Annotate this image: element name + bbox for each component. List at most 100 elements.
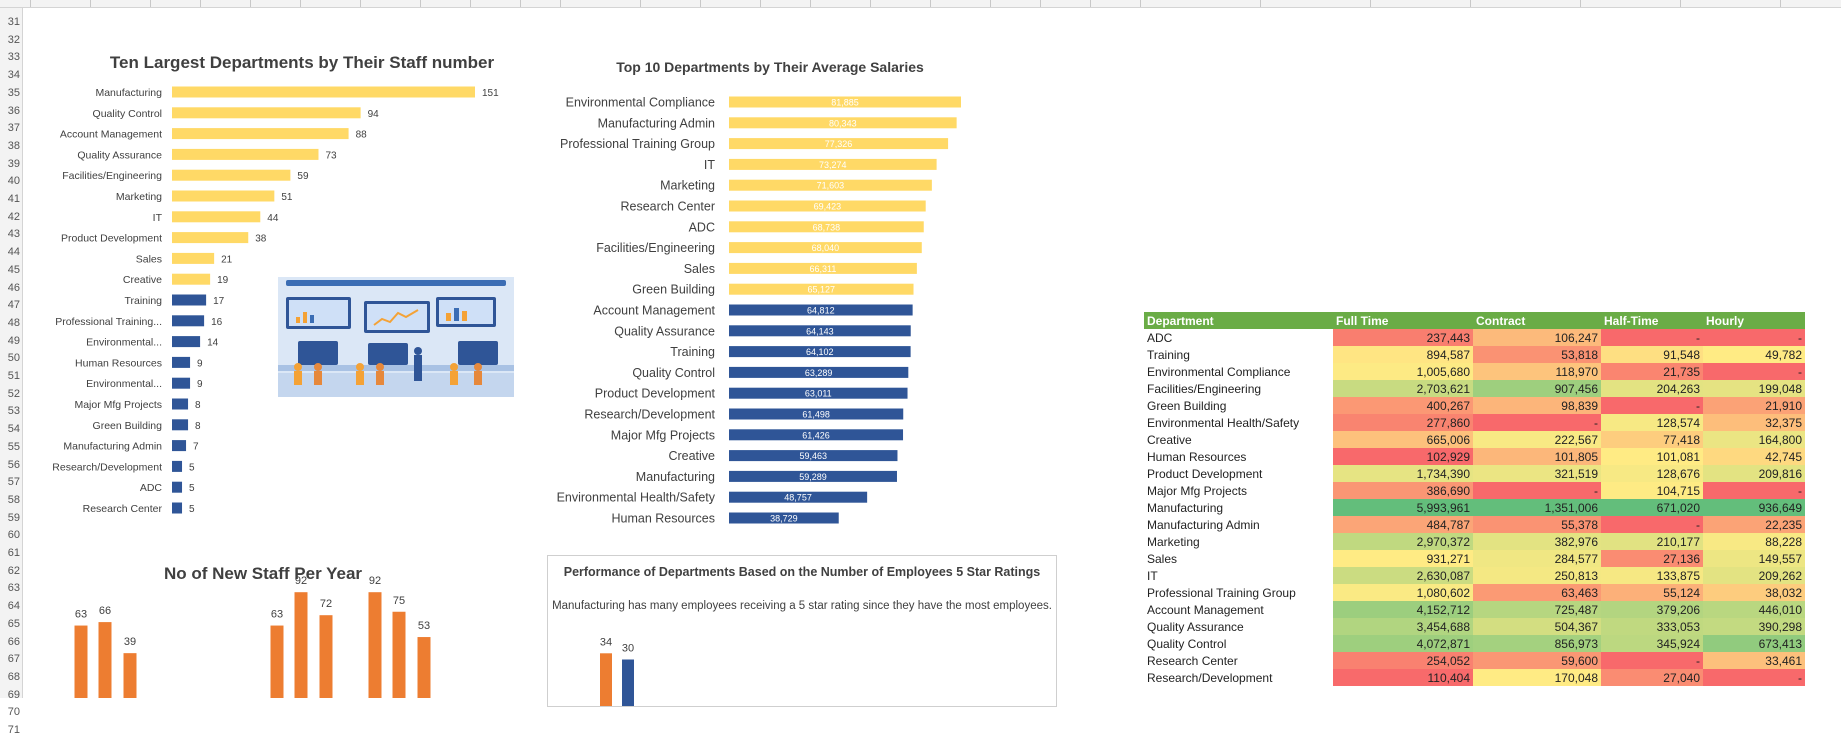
staff-value-label: 94 xyxy=(368,109,380,120)
staff-value-label: 19 xyxy=(217,275,229,286)
salary-category-label: ADC xyxy=(689,220,715,234)
new-staff-bar xyxy=(123,653,137,698)
salary-bar xyxy=(729,158,937,170)
amount-cell: 284,577 xyxy=(1473,550,1601,567)
amount-cell: 665,006 xyxy=(1333,431,1473,448)
department-cell: Human Resources xyxy=(1147,449,1247,464)
salary-category-label: Manufacturing xyxy=(636,470,715,484)
salary-category-label: Environmental Compliance xyxy=(566,96,715,110)
amount-cell: - xyxy=(1601,397,1703,414)
table-row: Manufacturing 5,993,961 1,351,006 671,020 93… xyxy=(1144,499,1805,516)
row-number: 59 xyxy=(7,511,20,524)
amount-cell: 1,005,680 xyxy=(1333,363,1473,380)
staff-value-label: 21 xyxy=(221,254,233,265)
row-number-gutter: 31 32 33 34 35 36 37 38 39 40 41 42 43 44 45 46 47 48 49 50… xyxy=(0,8,23,736)
amount-cell: 446,010 xyxy=(1703,601,1805,618)
new-staff-bar xyxy=(417,637,431,698)
column-header-strip xyxy=(0,0,1841,8)
amount-cell: 321,519 xyxy=(1473,465,1601,482)
staff-value-label: 5 xyxy=(189,504,195,515)
salary-bar xyxy=(729,117,957,129)
new-staff-bar xyxy=(294,592,308,698)
table-row: Environmental Compliance 1,005,680 118,970… xyxy=(1144,363,1805,380)
staff-category-label: Creative xyxy=(123,274,162,286)
row-number: 40 xyxy=(7,175,20,188)
salary-category-label: Major Mfg Projects xyxy=(611,428,715,442)
table-row: IT 2,630,087 250,813 133,875 209,262 xyxy=(1144,567,1805,584)
amount-cell: - xyxy=(1601,329,1703,346)
performance-chart-plot: 34 30 xyxy=(600,636,634,706)
table-row: Training 894,587 53,818 91,548 49,782 xyxy=(1144,346,1805,363)
row-number: 64 xyxy=(7,600,20,613)
department-cell: Research/Development xyxy=(1147,670,1273,685)
amount-cell: 59,600 xyxy=(1473,652,1601,669)
column-separator xyxy=(1680,0,1681,7)
amount-cell: 907,456 xyxy=(1473,380,1601,397)
column-separator xyxy=(360,0,361,7)
staff-category-label: Environmental... xyxy=(86,378,162,390)
staff-value-label: 17 xyxy=(213,296,225,307)
staff-category-label: Facilities/Engineering xyxy=(62,170,162,182)
salary-bar xyxy=(729,491,868,503)
column-separator xyxy=(1780,0,1781,7)
row-number: 46 xyxy=(7,281,20,294)
performance-chart-panel: Performance of Departments Based on the … xyxy=(547,555,1057,707)
amount-cell: 2,703,621 xyxy=(1333,380,1473,397)
performance-chart-title: Performance of Departments Based on the … xyxy=(563,565,1041,579)
staff-category-label: Research/Development xyxy=(52,461,162,473)
column-separator xyxy=(1470,0,1471,7)
amount-cell: 63,463 xyxy=(1473,584,1601,601)
amount-cell: 936,649 xyxy=(1703,499,1805,516)
salary-category-label: Research Center xyxy=(621,200,716,214)
staff-chart-title: Ten Largest Departments by Their Staff n… xyxy=(110,53,495,72)
row-number: 68 xyxy=(7,670,20,683)
amount-cell: 856,973 xyxy=(1473,635,1601,652)
table-row: Marketing 2,970,372 382,976 210,177 88,228 xyxy=(1144,533,1805,550)
salary-bar xyxy=(729,304,913,316)
amount-cell: 390,298 xyxy=(1703,618,1805,635)
department-cell: Environmental Health/Safety xyxy=(1147,415,1300,430)
staff-bar xyxy=(172,232,249,244)
amount-cell: 254,052 xyxy=(1333,652,1473,669)
amount-cell: - xyxy=(1473,414,1601,431)
amount-cell: - xyxy=(1473,482,1601,499)
staff-by-department-chart: Ten Largest Departments by Their Staff n… xyxy=(52,53,499,515)
staff-value-label: 8 xyxy=(195,421,201,432)
performance-bar xyxy=(622,659,634,706)
amount-cell: 333,053 xyxy=(1601,618,1703,635)
salary-category-label: Account Management xyxy=(593,304,715,318)
staff-value-label: 44 xyxy=(267,213,279,224)
salary-bar xyxy=(729,450,898,462)
table-row: Research/Development 110,404 170,048 27,040… xyxy=(1144,669,1805,686)
table-row: Quality Assurance 3,454,688 504,367 333,053… xyxy=(1144,618,1805,635)
amount-cell: 149,557 xyxy=(1703,550,1805,567)
staff-category-label: Product Development xyxy=(61,233,162,245)
table-row: Research Center 254,052 59,600-33,461 xyxy=(1144,652,1805,669)
staff-value-label: 51 xyxy=(281,192,293,203)
department-cell: IT xyxy=(1147,568,1158,583)
row-number: 65 xyxy=(7,617,20,630)
column-separator xyxy=(300,0,301,7)
salary-category-label: Product Development xyxy=(595,387,716,401)
amount-cell: 199,048 xyxy=(1703,380,1805,397)
amount-cell: 91,548 xyxy=(1601,346,1703,363)
staff-bar xyxy=(172,86,475,98)
performance-chart-subtitle: Manufacturing has many employees receivi… xyxy=(552,600,1052,612)
staff-value-label: 5 xyxy=(189,483,195,494)
amount-cell: 3,454,688 xyxy=(1333,618,1473,635)
row-number: 71 xyxy=(7,724,20,736)
salary-bar xyxy=(729,96,961,108)
table-row: Sales 931,271 284,577 27,136 149,557 xyxy=(1144,550,1805,567)
staff-category-label: IT xyxy=(153,212,163,224)
new-staff-value-label: 75 xyxy=(393,595,405,607)
amount-cell: 382,976 xyxy=(1473,533,1601,550)
staff-value-label: 38 xyxy=(255,234,267,245)
table-header-row: Department Full Time Contract Half-Time … xyxy=(1144,312,1805,329)
new-staff-value-label: 92 xyxy=(369,575,381,587)
salary-value-label: 68,040 xyxy=(812,243,840,253)
new-staff-value-label: 72 xyxy=(320,598,332,610)
amount-cell: 484,787 xyxy=(1333,516,1473,533)
department-cell: ADC xyxy=(1147,330,1173,345)
staff-category-label: Quality Assurance xyxy=(77,149,162,161)
column-separator xyxy=(520,0,521,7)
